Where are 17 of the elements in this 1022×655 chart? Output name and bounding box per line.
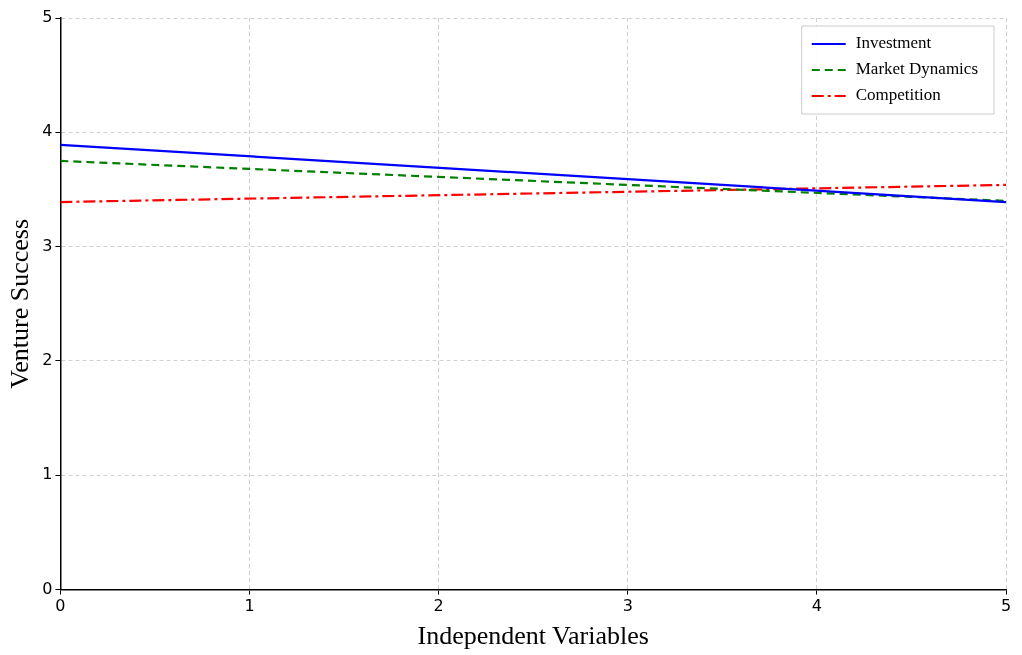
y-tick-label: 0 xyxy=(42,578,53,598)
x-tick-label: 4 xyxy=(811,596,822,616)
x-tick-label: 5 xyxy=(1000,596,1012,616)
x-axis-title: Independent Variables xyxy=(417,621,649,651)
y-tick-label: 5 xyxy=(42,7,53,27)
x-tick-label: 0 xyxy=(55,596,66,616)
x-tick-label: 3 xyxy=(622,596,633,616)
legend-label: Competition xyxy=(855,85,942,105)
y-tick-label: 2 xyxy=(42,350,53,370)
x-tick-label: 2 xyxy=(433,596,444,616)
y-tick-label: 1 xyxy=(42,464,53,484)
legend-label: Investment xyxy=(855,33,932,53)
legend-label: Market Dynamics xyxy=(855,59,979,79)
y-tick-label: 4 xyxy=(42,121,53,141)
y-tick-label: 3 xyxy=(42,235,53,255)
y-axis-title: Venture Success xyxy=(5,218,35,389)
x-tick-label: 1 xyxy=(244,596,255,616)
